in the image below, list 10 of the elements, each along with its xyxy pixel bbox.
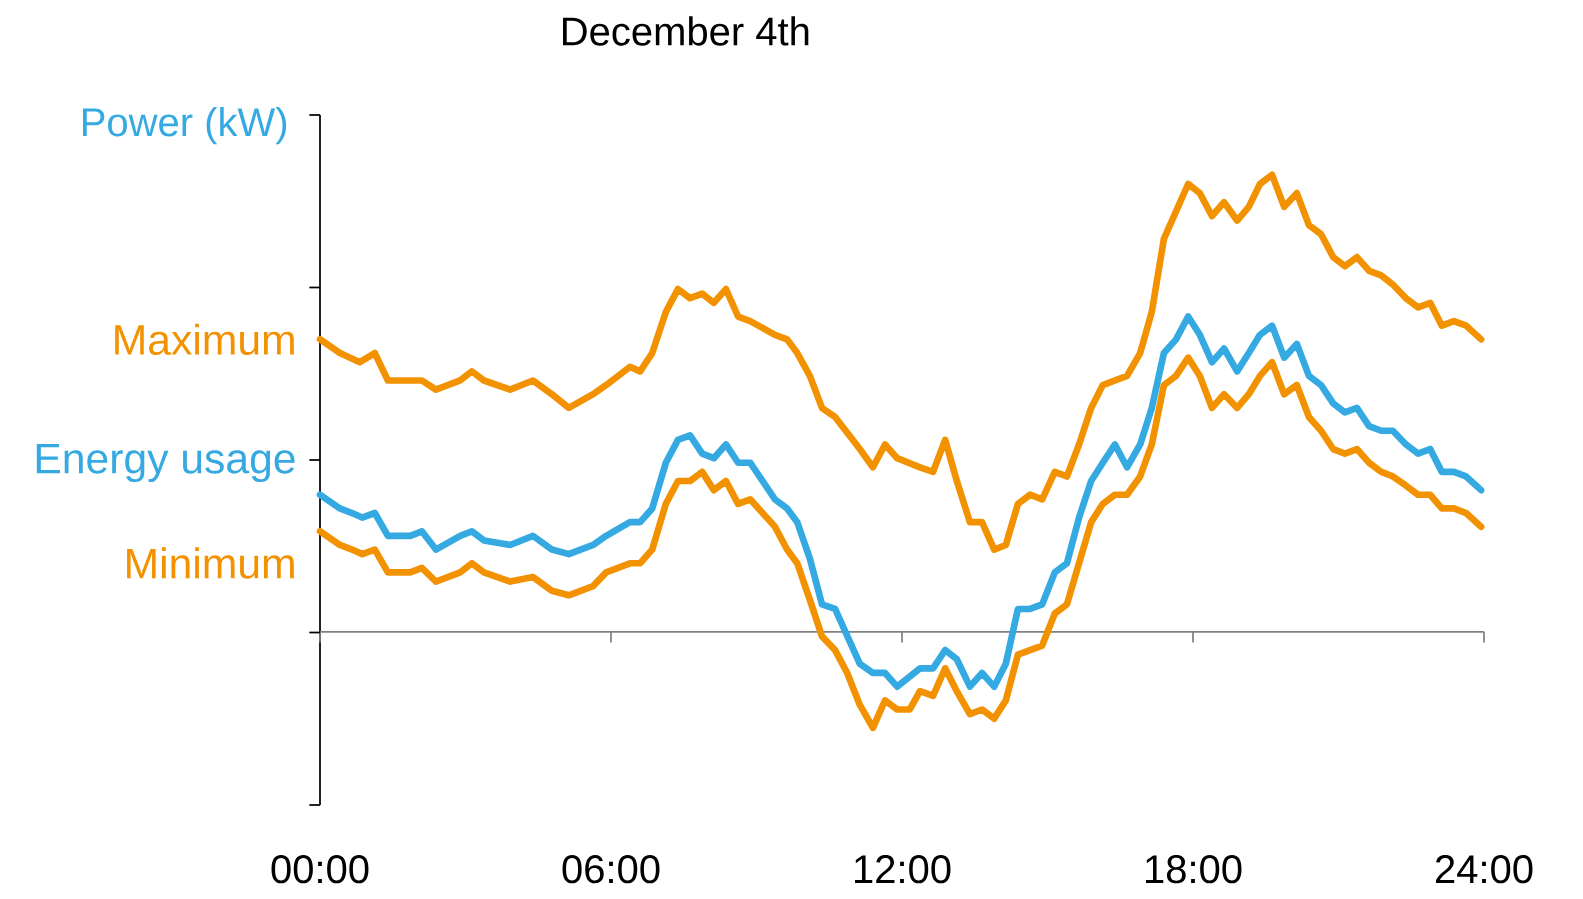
x-tick-label: 00:00 <box>271 855 369 884</box>
series-label: Minimum <box>127 547 294 579</box>
x-tick-label: 24:00 <box>1435 855 1533 884</box>
series-label: Maximum <box>115 323 294 356</box>
series-label: Energy usage <box>36 443 295 483</box>
chart-title: December 4th <box>563 16 809 46</box>
y-axis-title: Power (kW) <box>83 107 287 145</box>
x-tick-label: 12:00 <box>855 855 951 884</box>
x-tick-label: 06:00 <box>562 855 660 884</box>
x-tick-label: 18:00 <box>1146 855 1242 884</box>
